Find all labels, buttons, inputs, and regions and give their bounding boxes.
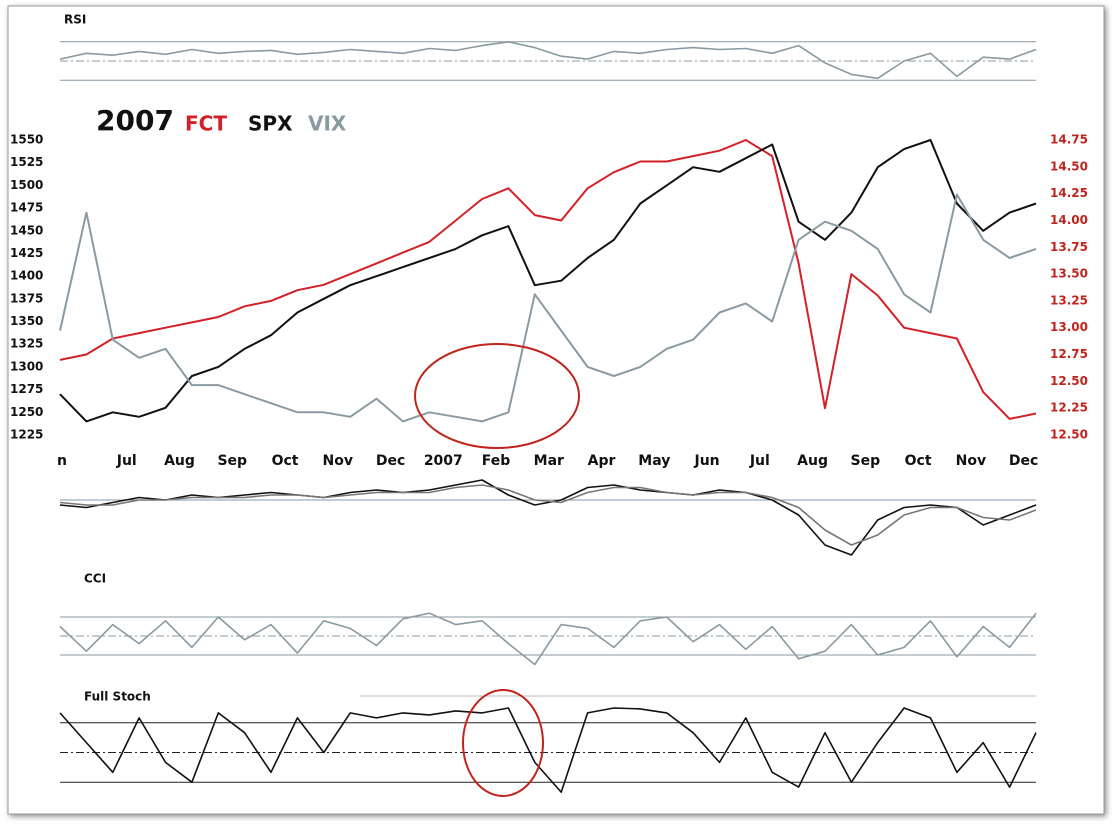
series-line [59,193,1037,423]
legend-label: SPX [248,112,293,136]
y2-tick-label: 13.00 [1050,320,1088,334]
x-tick-label: n [57,453,67,469]
y-tick-label: 1350 [10,314,43,328]
y-tick-label: 1250 [10,405,43,419]
legend-label: FCT [185,112,227,136]
x-tick-label: Feb [482,453,511,469]
highlight-circle [414,343,580,449]
x-tick-label: Sep [851,453,881,469]
y-tick-label: 1400 [10,269,43,283]
frame [7,5,1105,815]
y-tick-label: 1475 [10,201,43,215]
y-tick-label: 1525 [10,155,43,169]
chart-title: 2007 [96,104,174,137]
y2-tick-label: 14.00 [1050,213,1088,227]
y2-tick-label: 12.50 [1050,428,1088,442]
panel-title: CCI [84,572,106,586]
y-tick-label: 1225 [10,428,43,442]
panel-title: Full Stoch [84,690,151,704]
y2-tick-label: 13.50 [1050,267,1088,281]
y-tick-label: 1375 [10,291,43,305]
x-tick-label: Oct [905,453,932,469]
plots: RSI 2007 FCT SPX VIX 1225 1250 1275 1300 1325 1350… [10,13,1088,793]
x-tick-label: Jul [749,453,770,469]
series-line [59,139,1037,420]
panel-title: RSI [64,13,86,27]
series-line [59,612,1037,666]
x-tick-label: Jul [116,453,137,469]
y-tick-label: 1300 [10,359,43,373]
series-line [59,41,1037,80]
y-tick-label: 1500 [10,178,43,192]
y2-tick-label: 14.50 [1050,159,1088,173]
y-tick-label: 1450 [10,223,43,237]
x-tick-label: Dec [376,453,405,469]
y2-tick-label: 12.25 [1050,401,1088,415]
y2-tick-label: 12.50 [1050,374,1088,388]
y2-tick-label: 13.25 [1050,293,1088,307]
y2-tick-label: 12.75 [1050,347,1088,361]
x-tick-label: Sep [217,453,247,469]
y-tick-label: 1275 [10,382,43,396]
legend-label: VIX [308,112,347,136]
x-tick-label: 2007 [424,453,463,469]
series-line [59,484,1037,546]
x-tick-label: Aug [164,453,195,469]
x-tick-label: May [638,453,670,469]
series-line [59,139,1037,423]
y-tick-label: 1325 [10,337,43,351]
x-tick-label: Nov [956,453,986,469]
x-tick-label: Dec [1009,453,1038,469]
y-tick-label: 1425 [10,246,43,260]
series-line [59,707,1037,793]
y2-tick-label: 14.25 [1050,186,1088,200]
x-tick-label: Mar [534,453,564,469]
y2-tick-label: 13.75 [1050,240,1088,254]
y2-tick-label: 14.75 [1050,133,1088,147]
x-tick-label: Jun [694,453,720,469]
x-tick-label: Oct [272,453,299,469]
x-tick-label: Aug [797,453,828,469]
highlight-circle [462,689,544,797]
x-tick-label: Nov [323,453,353,469]
x-tick-label: Apr [588,453,616,469]
y-tick-label: 1550 [10,133,43,147]
